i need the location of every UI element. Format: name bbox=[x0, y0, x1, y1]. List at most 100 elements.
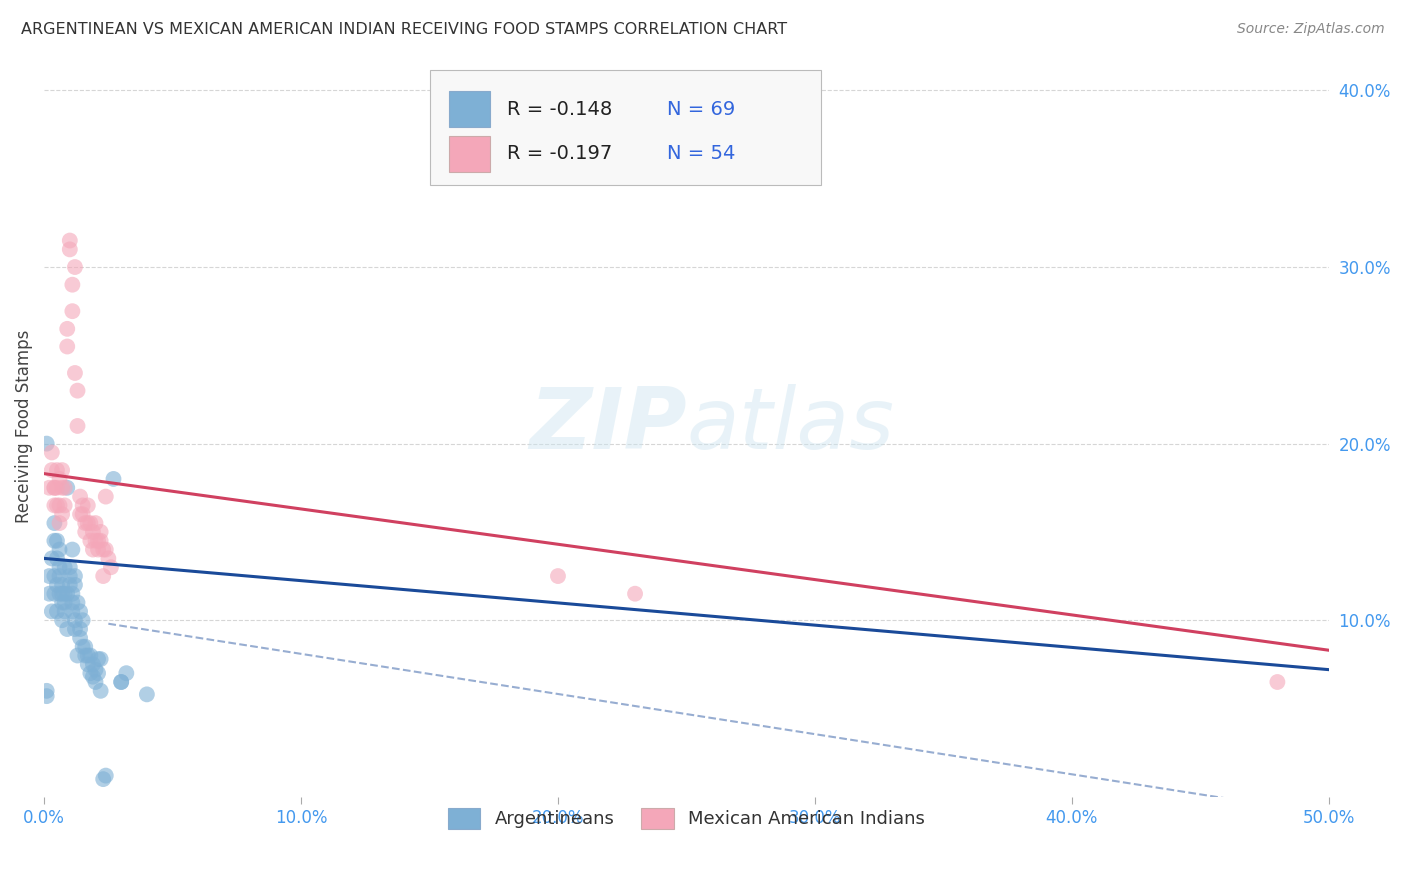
Point bbox=[56, 622, 79, 636]
Point bbox=[59, 234, 82, 248]
Text: N = 54: N = 54 bbox=[668, 145, 735, 163]
Point bbox=[44, 499, 66, 513]
Point bbox=[44, 516, 66, 530]
Point bbox=[82, 670, 104, 684]
Point bbox=[69, 490, 91, 504]
Point bbox=[66, 595, 89, 609]
Point bbox=[72, 613, 94, 627]
Legend: Argentineans, Mexican American Indians: Argentineans, Mexican American Indians bbox=[440, 801, 932, 836]
Point bbox=[38, 569, 60, 583]
Point bbox=[48, 587, 70, 601]
Point bbox=[135, 687, 157, 701]
Point bbox=[90, 533, 112, 548]
Point bbox=[87, 666, 110, 681]
Point bbox=[44, 569, 66, 583]
Bar bbox=[449, 136, 489, 171]
Point bbox=[48, 472, 70, 486]
Point bbox=[91, 542, 114, 557]
Point bbox=[63, 622, 86, 636]
Point bbox=[84, 663, 107, 677]
Point bbox=[75, 524, 97, 539]
Point bbox=[110, 675, 132, 690]
Point bbox=[76, 648, 98, 663]
Point bbox=[90, 524, 112, 539]
Point bbox=[63, 578, 86, 592]
Point bbox=[60, 587, 83, 601]
Point bbox=[53, 499, 76, 513]
Point bbox=[90, 652, 112, 666]
Text: R = -0.197: R = -0.197 bbox=[506, 145, 612, 163]
Point bbox=[44, 533, 66, 548]
Point bbox=[44, 587, 66, 601]
Point bbox=[84, 533, 107, 548]
Text: ARGENTINEAN VS MEXICAN AMERICAN INDIAN RECEIVING FOOD STAMPS CORRELATION CHART: ARGENTINEAN VS MEXICAN AMERICAN INDIAN R… bbox=[21, 22, 787, 37]
Point bbox=[56, 587, 79, 601]
Point bbox=[53, 604, 76, 618]
Point bbox=[46, 551, 69, 566]
Point bbox=[72, 508, 94, 522]
Text: R = -0.148: R = -0.148 bbox=[506, 100, 612, 119]
Point bbox=[79, 516, 101, 530]
Point bbox=[69, 508, 91, 522]
Point bbox=[84, 675, 107, 690]
Point bbox=[79, 648, 101, 663]
Point bbox=[79, 533, 101, 548]
Point bbox=[75, 640, 97, 654]
Point bbox=[56, 481, 79, 495]
Point bbox=[91, 569, 114, 583]
Point bbox=[46, 578, 69, 592]
Point bbox=[66, 384, 89, 398]
Point bbox=[94, 542, 117, 557]
Point bbox=[51, 578, 73, 592]
Point bbox=[46, 499, 69, 513]
Point bbox=[60, 304, 83, 318]
Point bbox=[48, 569, 70, 583]
Point bbox=[87, 542, 110, 557]
Point bbox=[44, 481, 66, 495]
Point bbox=[72, 499, 94, 513]
Point bbox=[51, 508, 73, 522]
Bar bbox=[449, 92, 489, 127]
Point bbox=[75, 516, 97, 530]
Point bbox=[59, 243, 82, 257]
Point bbox=[60, 604, 83, 618]
Point bbox=[60, 277, 83, 292]
Y-axis label: Receiving Food Stamps: Receiving Food Stamps bbox=[15, 329, 32, 523]
Point bbox=[82, 524, 104, 539]
Point bbox=[53, 587, 76, 601]
Point bbox=[75, 648, 97, 663]
Point bbox=[48, 542, 70, 557]
Point bbox=[94, 490, 117, 504]
Point bbox=[90, 683, 112, 698]
FancyBboxPatch shape bbox=[429, 70, 821, 185]
Point bbox=[38, 481, 60, 495]
Point bbox=[60, 542, 83, 557]
Point bbox=[46, 533, 69, 548]
Point bbox=[66, 419, 89, 434]
Point bbox=[41, 604, 63, 618]
Point bbox=[51, 463, 73, 477]
Text: ZIP: ZIP bbox=[529, 384, 686, 467]
Point bbox=[66, 648, 89, 663]
Point bbox=[115, 666, 138, 681]
Point bbox=[63, 569, 86, 583]
Point bbox=[44, 481, 66, 495]
Point bbox=[624, 587, 647, 601]
Point bbox=[56, 322, 79, 336]
Point bbox=[76, 657, 98, 672]
Point bbox=[51, 613, 73, 627]
Text: N = 69: N = 69 bbox=[668, 100, 735, 119]
Point bbox=[41, 551, 63, 566]
Point bbox=[82, 657, 104, 672]
Point bbox=[63, 260, 86, 274]
Point bbox=[76, 516, 98, 530]
Point bbox=[51, 587, 73, 601]
Point bbox=[91, 772, 114, 786]
Point bbox=[103, 472, 125, 486]
Point bbox=[63, 613, 86, 627]
Point bbox=[69, 631, 91, 645]
Point bbox=[41, 463, 63, 477]
Point bbox=[110, 675, 132, 690]
Point bbox=[56, 339, 79, 353]
Point bbox=[46, 604, 69, 618]
